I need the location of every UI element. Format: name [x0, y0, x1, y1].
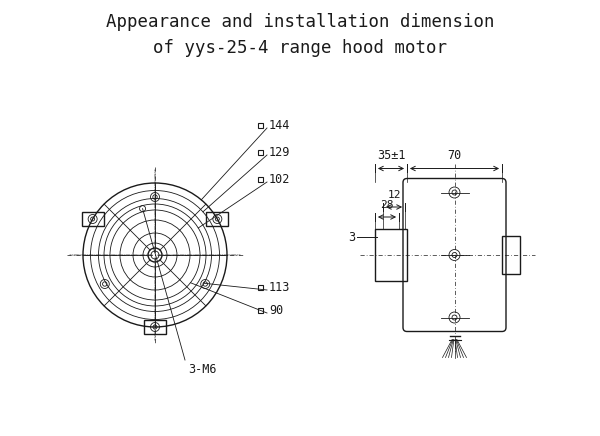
- Text: Appearance and installation dimension: Appearance and installation dimension: [106, 13, 494, 31]
- Bar: [258, 177, 263, 182]
- Bar: [258, 285, 263, 290]
- Bar: [258, 150, 263, 155]
- Bar: [375, 229, 407, 281]
- Bar: [258, 308, 263, 313]
- Bar: [502, 236, 520, 274]
- Text: 90: 90: [269, 304, 283, 317]
- Bar: [206, 212, 229, 226]
- Bar: [144, 320, 166, 334]
- Text: of yys-25-4 range hood motor: of yys-25-4 range hood motor: [153, 39, 447, 57]
- Text: 28: 28: [380, 200, 394, 210]
- Text: 70: 70: [448, 149, 461, 161]
- Text: 35±1: 35±1: [377, 149, 405, 161]
- Text: 12: 12: [387, 190, 401, 200]
- Text: 113: 113: [269, 281, 290, 294]
- Text: 102: 102: [269, 173, 290, 186]
- Text: 144: 144: [269, 119, 290, 132]
- Text: 129: 129: [269, 146, 290, 159]
- Text: 3: 3: [348, 231, 355, 243]
- Bar: [82, 212, 104, 226]
- Text: 3-M6: 3-M6: [188, 363, 217, 376]
- Bar: [258, 123, 263, 128]
